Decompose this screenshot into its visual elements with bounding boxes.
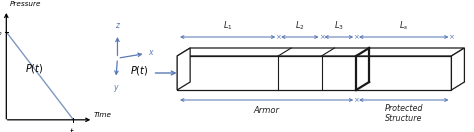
Polygon shape bbox=[451, 48, 465, 90]
Text: $P(t)$: $P(t)$ bbox=[130, 64, 148, 77]
Text: Pressure: Pressure bbox=[9, 1, 41, 7]
Text: Time: Time bbox=[94, 112, 112, 118]
Text: ×: × bbox=[353, 34, 359, 40]
Text: $L_3$: $L_3$ bbox=[334, 20, 344, 32]
Text: ×: × bbox=[319, 34, 324, 40]
Text: $L_s$: $L_s$ bbox=[399, 20, 409, 32]
Text: Protected
Structure: Protected Structure bbox=[384, 104, 423, 123]
Polygon shape bbox=[177, 48, 465, 56]
Text: $t_o$: $t_o$ bbox=[69, 126, 78, 132]
Polygon shape bbox=[177, 48, 190, 90]
Text: z: z bbox=[116, 21, 119, 30]
Text: $L_1$: $L_1$ bbox=[223, 20, 233, 32]
Text: $L_2$: $L_2$ bbox=[295, 20, 305, 32]
Polygon shape bbox=[177, 56, 451, 90]
Text: ×: × bbox=[448, 34, 455, 40]
Text: $P(t)$: $P(t)$ bbox=[25, 62, 43, 75]
Text: ×: × bbox=[275, 34, 281, 40]
Text: $P_o$: $P_o$ bbox=[0, 26, 2, 38]
Text: Armor: Armor bbox=[254, 106, 280, 115]
Text: y: y bbox=[113, 83, 118, 92]
Text: x: x bbox=[148, 48, 153, 57]
Text: ×: × bbox=[353, 97, 359, 103]
